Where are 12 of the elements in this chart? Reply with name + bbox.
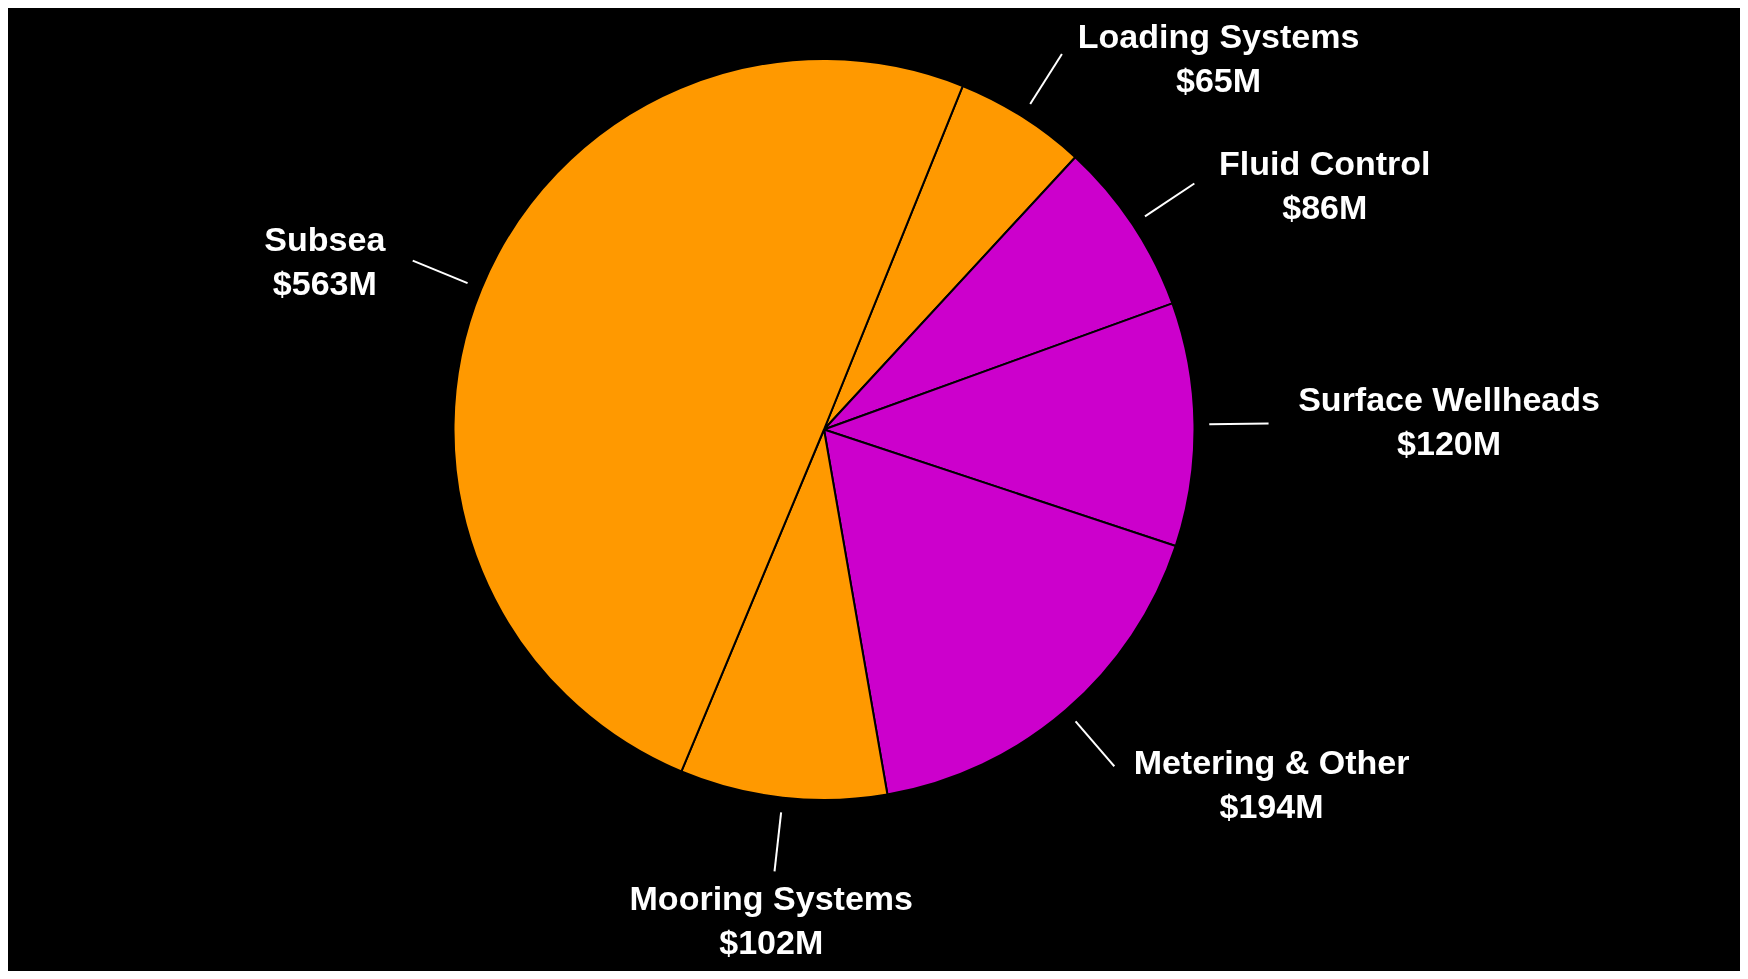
slice-label: Metering & Other (1133, 742, 1410, 781)
slice-label: Fluid Control (1219, 143, 1431, 182)
slice-label: Subsea (264, 219, 387, 258)
slice-label: Loading Systems (1077, 16, 1360, 55)
slice-label: Surface Wellheads (1298, 379, 1600, 418)
data-label: $86M (1282, 187, 1368, 226)
slice-label: Mooring Systems (629, 878, 913, 917)
data-label: $194M (1219, 786, 1324, 825)
data-label: $120M (1397, 423, 1502, 462)
data-label: $65M (1176, 60, 1262, 99)
data-label: $563M (272, 263, 377, 302)
data-label: $102M (719, 922, 824, 961)
